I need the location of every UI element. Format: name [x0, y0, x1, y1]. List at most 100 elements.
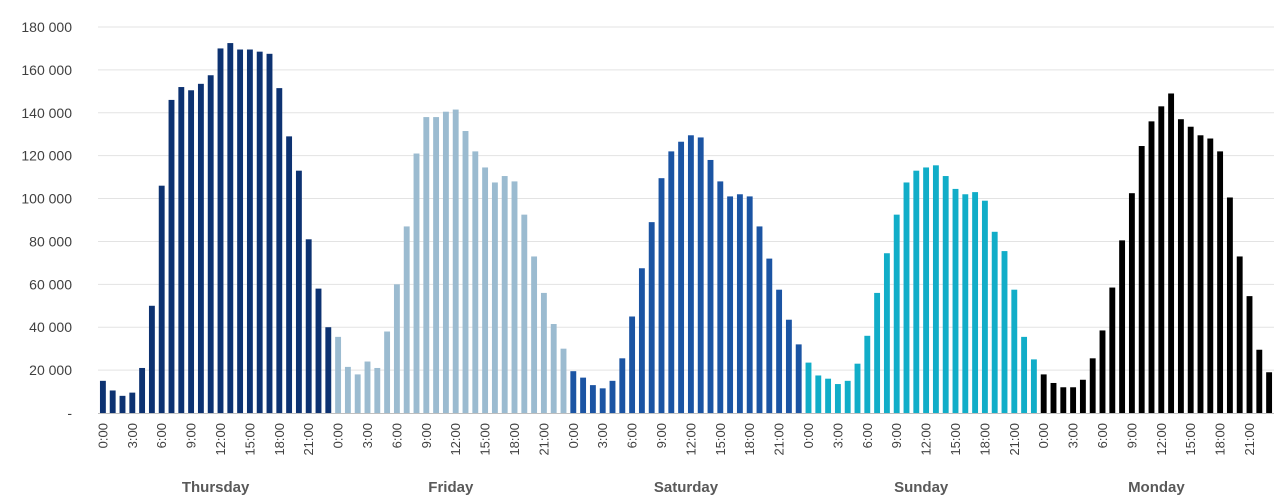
bar [805, 362, 812, 413]
x-tick-label: 0:00 [95, 423, 110, 448]
x-tick-label: 21:00 [301, 423, 316, 456]
x-tick-label: 18:00 [977, 423, 992, 456]
bar [560, 348, 567, 413]
bar [295, 170, 302, 413]
bar [923, 167, 930, 413]
bar [1236, 256, 1243, 413]
x-tick-label: 9:00 [184, 423, 199, 448]
x-tick-label: 12:00 [683, 423, 698, 456]
bar [619, 358, 626, 413]
bar [1148, 121, 1155, 414]
bar [1128, 193, 1135, 413]
bar [452, 109, 459, 413]
x-tick-label: 21:00 [1007, 423, 1022, 456]
bars [99, 43, 1273, 414]
bar [482, 167, 489, 413]
bar [266, 53, 273, 414]
bar [462, 131, 469, 413]
x-tick-label: 6:00 [154, 423, 169, 448]
bar [1079, 379, 1086, 413]
x-tick-label: 6:00 [860, 423, 875, 448]
bar [501, 176, 508, 413]
bar [148, 305, 155, 413]
bar [1266, 372, 1273, 413]
bar [736, 194, 743, 413]
bar [658, 178, 665, 413]
bar [1040, 374, 1047, 413]
bar [197, 83, 204, 413]
bar [1256, 349, 1263, 413]
bar [952, 188, 959, 413]
x-tick-label: 21:00 [536, 423, 551, 456]
bar [599, 388, 606, 413]
x-tick-label: 12:00 [919, 423, 934, 456]
bar [1060, 387, 1067, 413]
bar [227, 43, 234, 413]
y-tick-label: 140 000 [21, 105, 72, 121]
bar [874, 292, 881, 413]
bar [756, 226, 763, 413]
x-tick-label: 3:00 [360, 423, 375, 448]
bar [403, 226, 410, 413]
x-tick-label: 3:00 [595, 423, 610, 448]
bar [991, 231, 998, 413]
bar [344, 366, 351, 413]
y-tick-label: 100 000 [21, 191, 72, 207]
x-tick-label: 12:00 [213, 423, 228, 456]
day-label: Thursday [182, 479, 250, 496]
bar [315, 288, 322, 413]
bar [707, 159, 714, 413]
bar [413, 153, 420, 413]
bar [1207, 138, 1214, 413]
x-tick-label: 15:00 [713, 423, 728, 456]
day-group-labels: Thursday Friday Saturday Sunday Monday [182, 479, 1186, 496]
bar [932, 165, 939, 413]
bar [638, 268, 645, 413]
x-tick-label: 3:00 [1066, 423, 1081, 448]
x-axis-tick-labels: 0:00 3:00 6:00 9:00 12:00 15:00 18:00 21:00 0:00… [95, 423, 1257, 456]
bar [844, 380, 851, 413]
x-tick-label: 9:00 [1124, 423, 1139, 448]
bar [276, 88, 283, 414]
y-tick-label: 120 000 [21, 148, 72, 164]
bar [364, 361, 371, 413]
y-tick-label: 40 000 [29, 319, 72, 335]
x-tick-label: 21:00 [1242, 423, 1257, 456]
x-tick-label: 0:00 [566, 423, 581, 448]
y-tick-label: 20 000 [29, 362, 72, 378]
bar [815, 375, 822, 413]
bar [883, 253, 890, 413]
bar [609, 380, 616, 413]
x-tick-label: 15:00 [948, 423, 963, 456]
bar [864, 335, 871, 413]
bar [589, 385, 596, 413]
bar [942, 176, 949, 413]
bar [374, 367, 381, 413]
bar [981, 200, 988, 413]
bar [746, 196, 753, 413]
bar [531, 256, 538, 413]
bar [1217, 151, 1224, 413]
bar [188, 90, 195, 413]
bar [795, 344, 802, 413]
bar [717, 181, 724, 413]
y-tick-label: 60 000 [29, 276, 72, 292]
bar [511, 181, 518, 413]
bar [1011, 289, 1018, 413]
x-tick-label: 15:00 [242, 423, 257, 456]
bar [246, 49, 253, 414]
bar [1138, 146, 1145, 413]
y-tick-label: - [67, 405, 72, 421]
bar [825, 378, 832, 413]
x-tick-label: 0:00 [1036, 423, 1051, 448]
bar [129, 392, 136, 413]
bar [668, 151, 675, 413]
x-tick-label: 9:00 [419, 423, 434, 448]
bar [1001, 251, 1008, 413]
x-tick-label: 15:00 [478, 423, 493, 456]
x-tick-label: 6:00 [389, 423, 404, 448]
bar [237, 49, 244, 414]
bar [217, 48, 224, 413]
x-tick-label: 6:00 [625, 423, 640, 448]
x-tick-label: 9:00 [654, 423, 669, 448]
